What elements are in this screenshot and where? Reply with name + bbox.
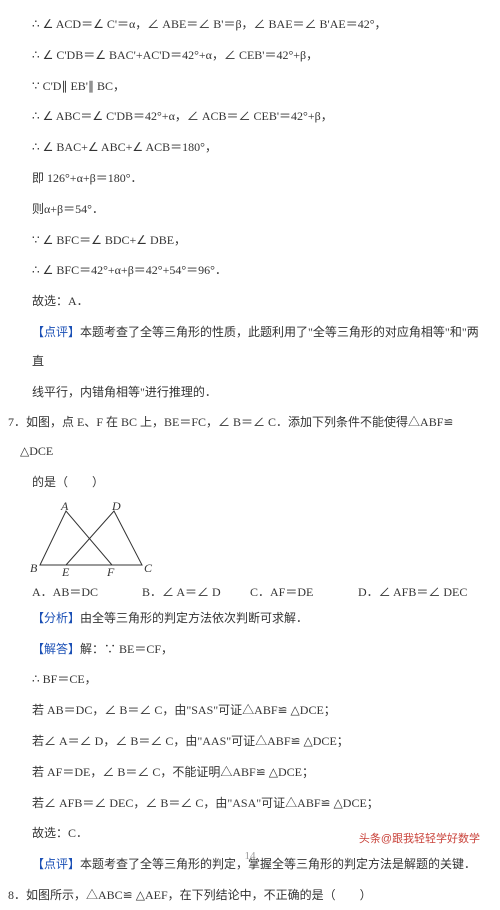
step-line: ∴ ∠ ABC＝∠ C'DB＝42°+α，∠ ACB＝∠ CEB'＝42°+β， <box>20 102 480 131</box>
analysis-line: 【分析】由全等三角形的判定方法依次判断可求解． <box>20 604 480 633</box>
step-line: ∵ ∠ BFC＝∠ BDC+∠ DBE， <box>20 226 480 255</box>
option-D: D．∠ AFB＝∠ DEC <box>358 583 467 600</box>
step-line: ∵ C'D∥ EB'∥ BC， <box>20 72 480 101</box>
geometry-figure: A D B E F C <box>32 503 480 577</box>
step-line: ∴ ∠ BAC+∠ ABC+∠ ACB＝180°， <box>20 133 480 162</box>
vertex-B: B <box>30 561 37 576</box>
vertex-F: F <box>107 565 114 580</box>
conclusion-line: 故选：A． <box>20 287 480 316</box>
step-line: 若∠ A＝∠ D，∠ B＝∠ C，由"AAS"可证△ABF≌ △DCE； <box>20 727 480 756</box>
option-C: C．AF＝DE <box>250 583 358 600</box>
vertex-D: D <box>112 499 121 514</box>
page-number: 14 <box>0 850 500 862</box>
option-A: A．AB＝DC <box>32 583 142 600</box>
step-line: 若 AF＝DE，∠ B＝∠ C，不能证明△ABF≌ △DCE； <box>20 758 480 787</box>
question-7: 7．如图，点 E、F 在 BC 上，BE＝FC，∠ B＝∠ C．添加下列条件不能… <box>20 408 480 466</box>
step-line: 若 AB＝DC，∠ B＝∠ C，由"SAS"可证△ABF≌ △DCE； <box>20 696 480 725</box>
vertex-C: C <box>144 561 152 576</box>
step-line: 若∠ AFB＝∠ DEC，∠ B＝∠ C，由"ASA"可证△ABF≌ △DCE； <box>20 789 480 818</box>
vertex-E: E <box>62 565 69 580</box>
review-label: 【点评】 <box>32 325 80 339</box>
step-line: 则α+β＝54°． <box>20 195 480 224</box>
option-B: B．∠ A＝∠ D <box>142 583 250 600</box>
question-7-cont: 的是（ ） <box>20 468 480 497</box>
analysis-label: 【分析】 <box>32 611 80 625</box>
watermark: 头条@跟我轻轻学好数学 <box>359 830 480 846</box>
vertex-A: A <box>61 499 68 514</box>
question-8: 8．如图所示，△ABC≌ △AEF，在下列结论中，不正确的是（ ） <box>20 881 480 910</box>
step-line: ∴ BF＝CE， <box>20 665 480 694</box>
option-row: A．AB＝DC B．∠ A＝∠ D C．AF＝DE D．∠ AFB＝∠ DEC <box>32 583 480 600</box>
review-line: 【点评】本题考查了全等三角形的性质，此题利用了"全等三角形的对应角相等"和"两直 <box>20 318 480 376</box>
step-line: ∴ ∠ C'DB＝∠ BAC'+AC'D＝42°+α，∠ CEB'＝42°+β， <box>20 41 480 70</box>
step-line: ∴ ∠ BFC＝42°+α+β＝42°+54°＝96°． <box>20 256 480 285</box>
review-line-cont: 线平行，内错角相等"进行推理的． <box>20 378 480 407</box>
step-line: 即 126°+α+β＝180°． <box>20 164 480 193</box>
answer-label: 【解答】 <box>32 642 80 656</box>
step-line: ∴ ∠ ACD＝∠ C'＝α，∠ ABE＝∠ B'＝β，∠ BAE＝∠ B'AE… <box>20 10 480 39</box>
answer-line: 【解答】解：∵ BE＝CF， <box>20 635 480 664</box>
